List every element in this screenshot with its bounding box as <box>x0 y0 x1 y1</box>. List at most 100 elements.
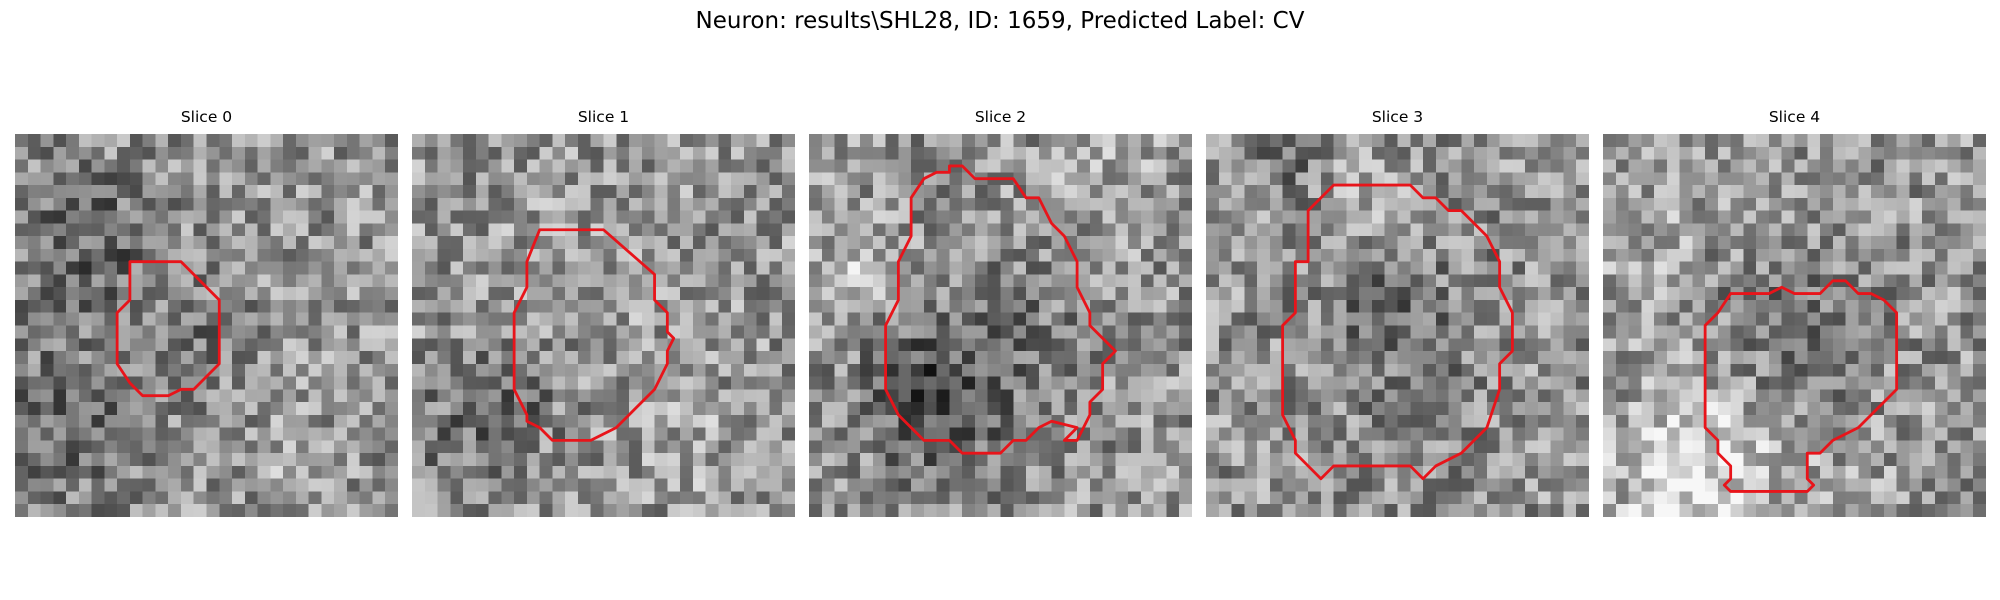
pixel-cell <box>1320 223 1334 237</box>
pixel-cell <box>1820 363 1834 377</box>
pixel-cell <box>1743 478 1757 492</box>
pixel-cell <box>552 376 566 390</box>
pixel-cell <box>463 491 477 505</box>
pixel-cell <box>283 185 297 199</box>
pixel-cell <box>321 325 335 339</box>
pixel-cell <box>898 478 912 492</box>
pixel-cell <box>654 338 668 352</box>
pixel-cell <box>359 427 373 441</box>
pixel-cell <box>1781 185 1795 199</box>
pixel-cell <box>1692 453 1706 467</box>
pixel-cell <box>1615 159 1629 173</box>
pixel-cell <box>424 351 438 365</box>
pixel-cell <box>1973 376 1986 390</box>
pixel-cell <box>1308 185 1322 199</box>
pixel-cell <box>667 376 681 390</box>
pixel-cell <box>244 427 258 441</box>
pixel-cell <box>756 427 770 441</box>
pixel-cell <box>270 159 284 173</box>
pixel-cell <box>1179 261 1192 275</box>
pixel-cell <box>488 185 502 199</box>
pixel-cell <box>1423 325 1437 339</box>
pixel-cell <box>539 402 553 416</box>
pixel-cell <box>40 402 54 416</box>
pixel-cell <box>987 261 1001 275</box>
pixel-cell <box>1179 389 1192 403</box>
pixel-cell <box>1064 453 1078 467</box>
pixel-cell <box>1269 248 1283 262</box>
pixel-cell <box>514 236 528 250</box>
pixel-cell <box>1140 159 1154 173</box>
pixel-cell <box>437 427 451 441</box>
pixel-cell <box>923 453 937 467</box>
pixel-cell <box>872 453 886 467</box>
pixel-cell <box>821 134 835 148</box>
pixel-cell <box>1346 389 1360 403</box>
pixel-cell <box>346 299 360 313</box>
pixel-cell <box>372 440 386 454</box>
pixel-cell <box>1244 134 1258 148</box>
pixel-cell <box>949 299 963 313</box>
pixel-cell <box>424 312 438 326</box>
pixel-cell <box>193 338 207 352</box>
pixel-cell <box>923 159 937 173</box>
pixel-cell <box>1333 376 1347 390</box>
pixel-cell <box>232 299 246 313</box>
pixel-cell <box>962 414 976 428</box>
pixel-cell <box>283 287 297 301</box>
pixel-cell <box>1947 172 1961 186</box>
pixel-cell <box>308 134 322 148</box>
pixel-cell <box>193 146 207 160</box>
pixel-cell <box>180 185 194 199</box>
pixel-cell <box>718 236 732 250</box>
pixel-cell <box>821 197 835 211</box>
pixel-cell <box>1768 504 1782 517</box>
pixel-cell <box>603 248 617 262</box>
pixel-cell <box>1654 351 1668 365</box>
pixel-cell <box>1089 427 1103 441</box>
pixel-cell <box>1474 465 1488 479</box>
pixel-cell <box>834 351 848 365</box>
pixel-cell <box>1832 146 1846 160</box>
pixel-cell <box>488 210 502 224</box>
pixel-cell <box>1026 274 1040 288</box>
pixel-cell <box>40 363 54 377</box>
pixel-cell <box>1615 491 1629 505</box>
pixel-cell <box>27 453 41 467</box>
pixel-cell <box>385 134 398 148</box>
pixel-cell <box>1512 363 1526 377</box>
pixel-cell <box>1512 134 1526 148</box>
pixel-cell <box>1730 440 1744 454</box>
pixel-cell <box>385 363 398 377</box>
pixel-cell <box>1730 210 1744 224</box>
pixel-cell <box>1448 248 1462 262</box>
pixel-cell <box>667 197 681 211</box>
pixel-cell <box>193 414 207 428</box>
pixel-cell <box>1179 299 1192 313</box>
pixel-cell <box>1013 453 1027 467</box>
pixel-cell <box>104 223 118 237</box>
slice-panel-4: Slice 4 <box>1603 107 1986 517</box>
pixel-cell <box>1115 172 1129 186</box>
pixel-cell <box>1679 491 1693 505</box>
pixel-cell <box>539 325 553 339</box>
pixel-cell <box>270 236 284 250</box>
pixel-cell <box>1807 312 1821 326</box>
pixel-cell <box>27 402 41 416</box>
pixel-cell <box>1883 248 1897 262</box>
pixel-cell <box>1282 363 1296 377</box>
pixel-cell <box>1153 248 1167 262</box>
pixel-cell <box>372 453 386 467</box>
pixel-cell <box>1206 363 1220 377</box>
pixel-cell <box>1756 453 1770 467</box>
pixel-cell <box>885 274 899 288</box>
pixel-cell <box>1832 159 1846 173</box>
pixel-cell <box>1934 504 1948 517</box>
pixel-cell <box>1499 146 1513 160</box>
pixel-cell <box>603 363 617 377</box>
pixel-cell <box>1934 376 1948 390</box>
pixel-cell <box>257 363 271 377</box>
pixel-cell <box>821 172 835 186</box>
pixel-cell <box>1089 248 1103 262</box>
pixel-cell <box>270 351 284 365</box>
